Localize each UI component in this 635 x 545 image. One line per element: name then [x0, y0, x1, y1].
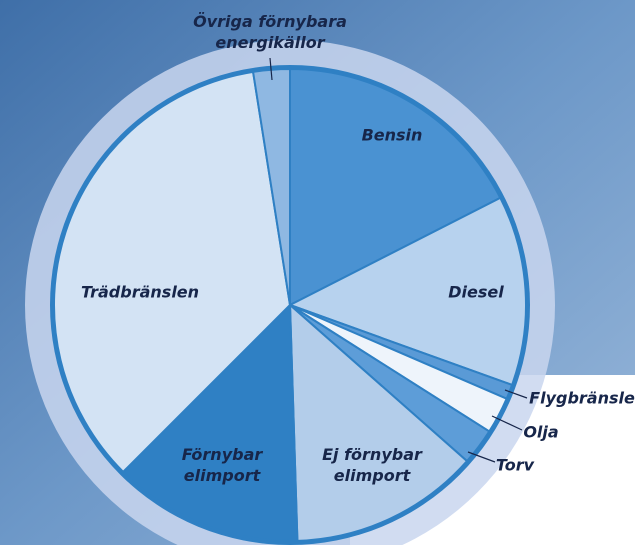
slice-label: Diesel — [448, 282, 503, 303]
slice-label: Trädbränslen — [81, 282, 199, 303]
chart — [0, 0, 635, 545]
slice-label: Olja — [523, 422, 558, 443]
slice-label: Torv — [496, 455, 534, 476]
slice-label: Ej förnybar elimport — [322, 444, 422, 486]
slice-label: Flygbränsle — [529, 388, 635, 409]
page: Bensin Diesel Flygbränsle Olja Torv Ej förnyb… — [0, 0, 635, 545]
slice-label: Bensin — [362, 125, 423, 146]
slice-label: Övriga förnybara energikällor — [193, 11, 347, 53]
slice-label: Förnybar elimport — [182, 444, 263, 486]
